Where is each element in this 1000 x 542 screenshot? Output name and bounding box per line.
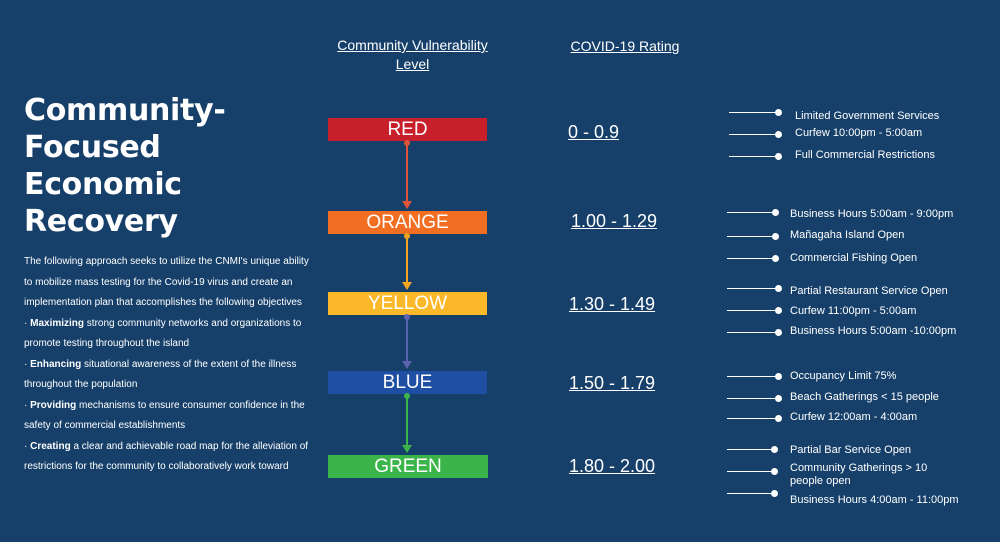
item-connector-line xyxy=(727,376,778,377)
page-title: Community- Focused Economic Recovery xyxy=(24,92,304,240)
item-connector-dot xyxy=(775,307,782,314)
restriction-item: Beach Gatherings < 15 people xyxy=(790,391,939,403)
item-connector-dot xyxy=(775,415,782,422)
level-arrow xyxy=(402,393,412,453)
item-connector-line xyxy=(727,449,774,450)
item-connector-line xyxy=(727,418,778,419)
item-connector-line xyxy=(729,156,778,157)
description-line: to mobilize mass testing for the Covid-1… xyxy=(24,276,293,288)
description-line: The following approach seeks to utilize … xyxy=(24,256,309,267)
objective-keyword: Providing xyxy=(30,399,77,411)
objective-keyword: Enhancing xyxy=(30,358,82,370)
title-line: Economic xyxy=(24,167,182,202)
level-bar-green: GREEN xyxy=(328,455,488,478)
restriction-item: Commercial Fishing Open xyxy=(790,252,918,264)
item-connector-dot xyxy=(775,329,782,336)
restriction-item: Partial Bar Service Open xyxy=(790,444,912,456)
item-connector-line xyxy=(729,134,778,135)
objective-text: strong community networks and organizati… xyxy=(84,317,302,329)
item-connector-dot xyxy=(772,209,779,216)
objective-text: mechanisms to ensure consumer confidence… xyxy=(76,399,305,411)
item-connector-line xyxy=(727,471,774,472)
item-connector-line xyxy=(727,288,778,289)
item-connector-dot xyxy=(775,285,782,292)
description-line: restrictions for the community to collab… xyxy=(24,461,289,472)
title-line: Recovery xyxy=(24,204,178,239)
description-line: · Providing mechanisms to ensure consume… xyxy=(24,399,305,411)
item-connector-line xyxy=(727,212,775,213)
restriction-item: Curfew 11:00pm - 5:00am xyxy=(790,305,917,317)
objective-text: a clear and achievable road map for the … xyxy=(70,440,309,452)
restriction-item: Limited Government Services xyxy=(795,110,940,122)
level-arrow xyxy=(402,140,412,209)
item-connector-dot xyxy=(775,131,782,138)
level-bar-yellow: YELLOW xyxy=(328,292,487,315)
objective-keyword: Maximizing xyxy=(30,317,85,329)
description-line: · Maximizing strong community networks a… xyxy=(24,317,302,329)
item-connector-dot xyxy=(772,255,779,262)
item-connector-dot xyxy=(771,446,778,453)
description-line: · Creating a clear and achievable road m… xyxy=(24,440,309,452)
restriction-item: Business Hours 5:00am - 9:00pm xyxy=(790,208,954,220)
restriction-item: Mañagaha Island Open xyxy=(790,229,905,241)
covid-rating-header: COVID-19 Rating xyxy=(570,38,680,54)
level-arrow xyxy=(402,314,412,369)
restriction-item: Occupancy Limit 75% xyxy=(790,370,897,382)
rating-yellow: 1.30 - 1.49 xyxy=(569,294,656,314)
level-bar-red: RED xyxy=(328,118,487,141)
item-connector-dot xyxy=(772,233,779,240)
item-connector-line xyxy=(727,310,778,311)
restriction-item: Community Gatherings > 10 people open xyxy=(790,462,928,487)
level-arrow xyxy=(402,233,412,290)
vulnerability-level-header-line: Level xyxy=(395,56,430,72)
vulnerability-level-header-line: Community Vulnerability xyxy=(337,37,488,53)
description-line: · Enhancing situational awareness of the… xyxy=(24,358,297,370)
item-connector-line xyxy=(727,332,778,333)
description-line: throughout the population xyxy=(24,379,138,390)
vulnerability-level-header: Community Vulnerability Level xyxy=(325,36,500,74)
objective-keyword: Creating xyxy=(30,440,71,452)
restriction-item: Business Hours 4:00am - 11:00pm xyxy=(790,494,959,506)
description-line: safety of commercial establishments xyxy=(24,420,186,431)
objective-text: situational awareness of the extent of t… xyxy=(81,358,297,370)
description: The following approach seeks to utilize … xyxy=(24,252,314,478)
rating-red: 0 - 0.9 xyxy=(568,122,620,142)
rating-orange: 1.00 - 1.29 xyxy=(571,211,658,231)
item-connector-dot xyxy=(771,468,778,475)
title-line: Focused xyxy=(24,130,161,165)
restriction-item: Curfew 10:00pm - 5:00am xyxy=(795,127,923,139)
title-line: Community- xyxy=(24,93,226,128)
rating-green: 1.80 - 2.00 xyxy=(569,456,656,476)
description-line: implementation plan that accomplishes th… xyxy=(24,297,302,308)
item-connector-dot xyxy=(775,109,782,116)
restriction-item: Full Commercial Restrictions xyxy=(795,149,935,161)
item-connector-dot xyxy=(775,373,782,380)
restriction-item: Partial Restaurant Service Open xyxy=(790,285,948,297)
description-line: promote testing throughout the island xyxy=(24,338,190,349)
rating-blue: 1.50 - 1.79 xyxy=(569,373,656,393)
item-connector-dot xyxy=(775,153,782,160)
restriction-item: Business Hours 5:00am -10:00pm xyxy=(790,325,957,337)
item-connector-dot xyxy=(771,490,778,497)
item-connector-line xyxy=(727,258,775,259)
item-connector-line xyxy=(729,112,778,113)
item-connector-line xyxy=(727,493,774,494)
item-connector-line xyxy=(727,398,778,399)
restriction-item: Curfew 12:00am - 4:00am xyxy=(790,411,918,423)
item-connector-dot xyxy=(775,395,782,402)
item-connector-line xyxy=(727,236,775,237)
level-bar-blue: BLUE xyxy=(328,371,487,394)
level-bar-orange: ORANGE xyxy=(328,211,487,234)
